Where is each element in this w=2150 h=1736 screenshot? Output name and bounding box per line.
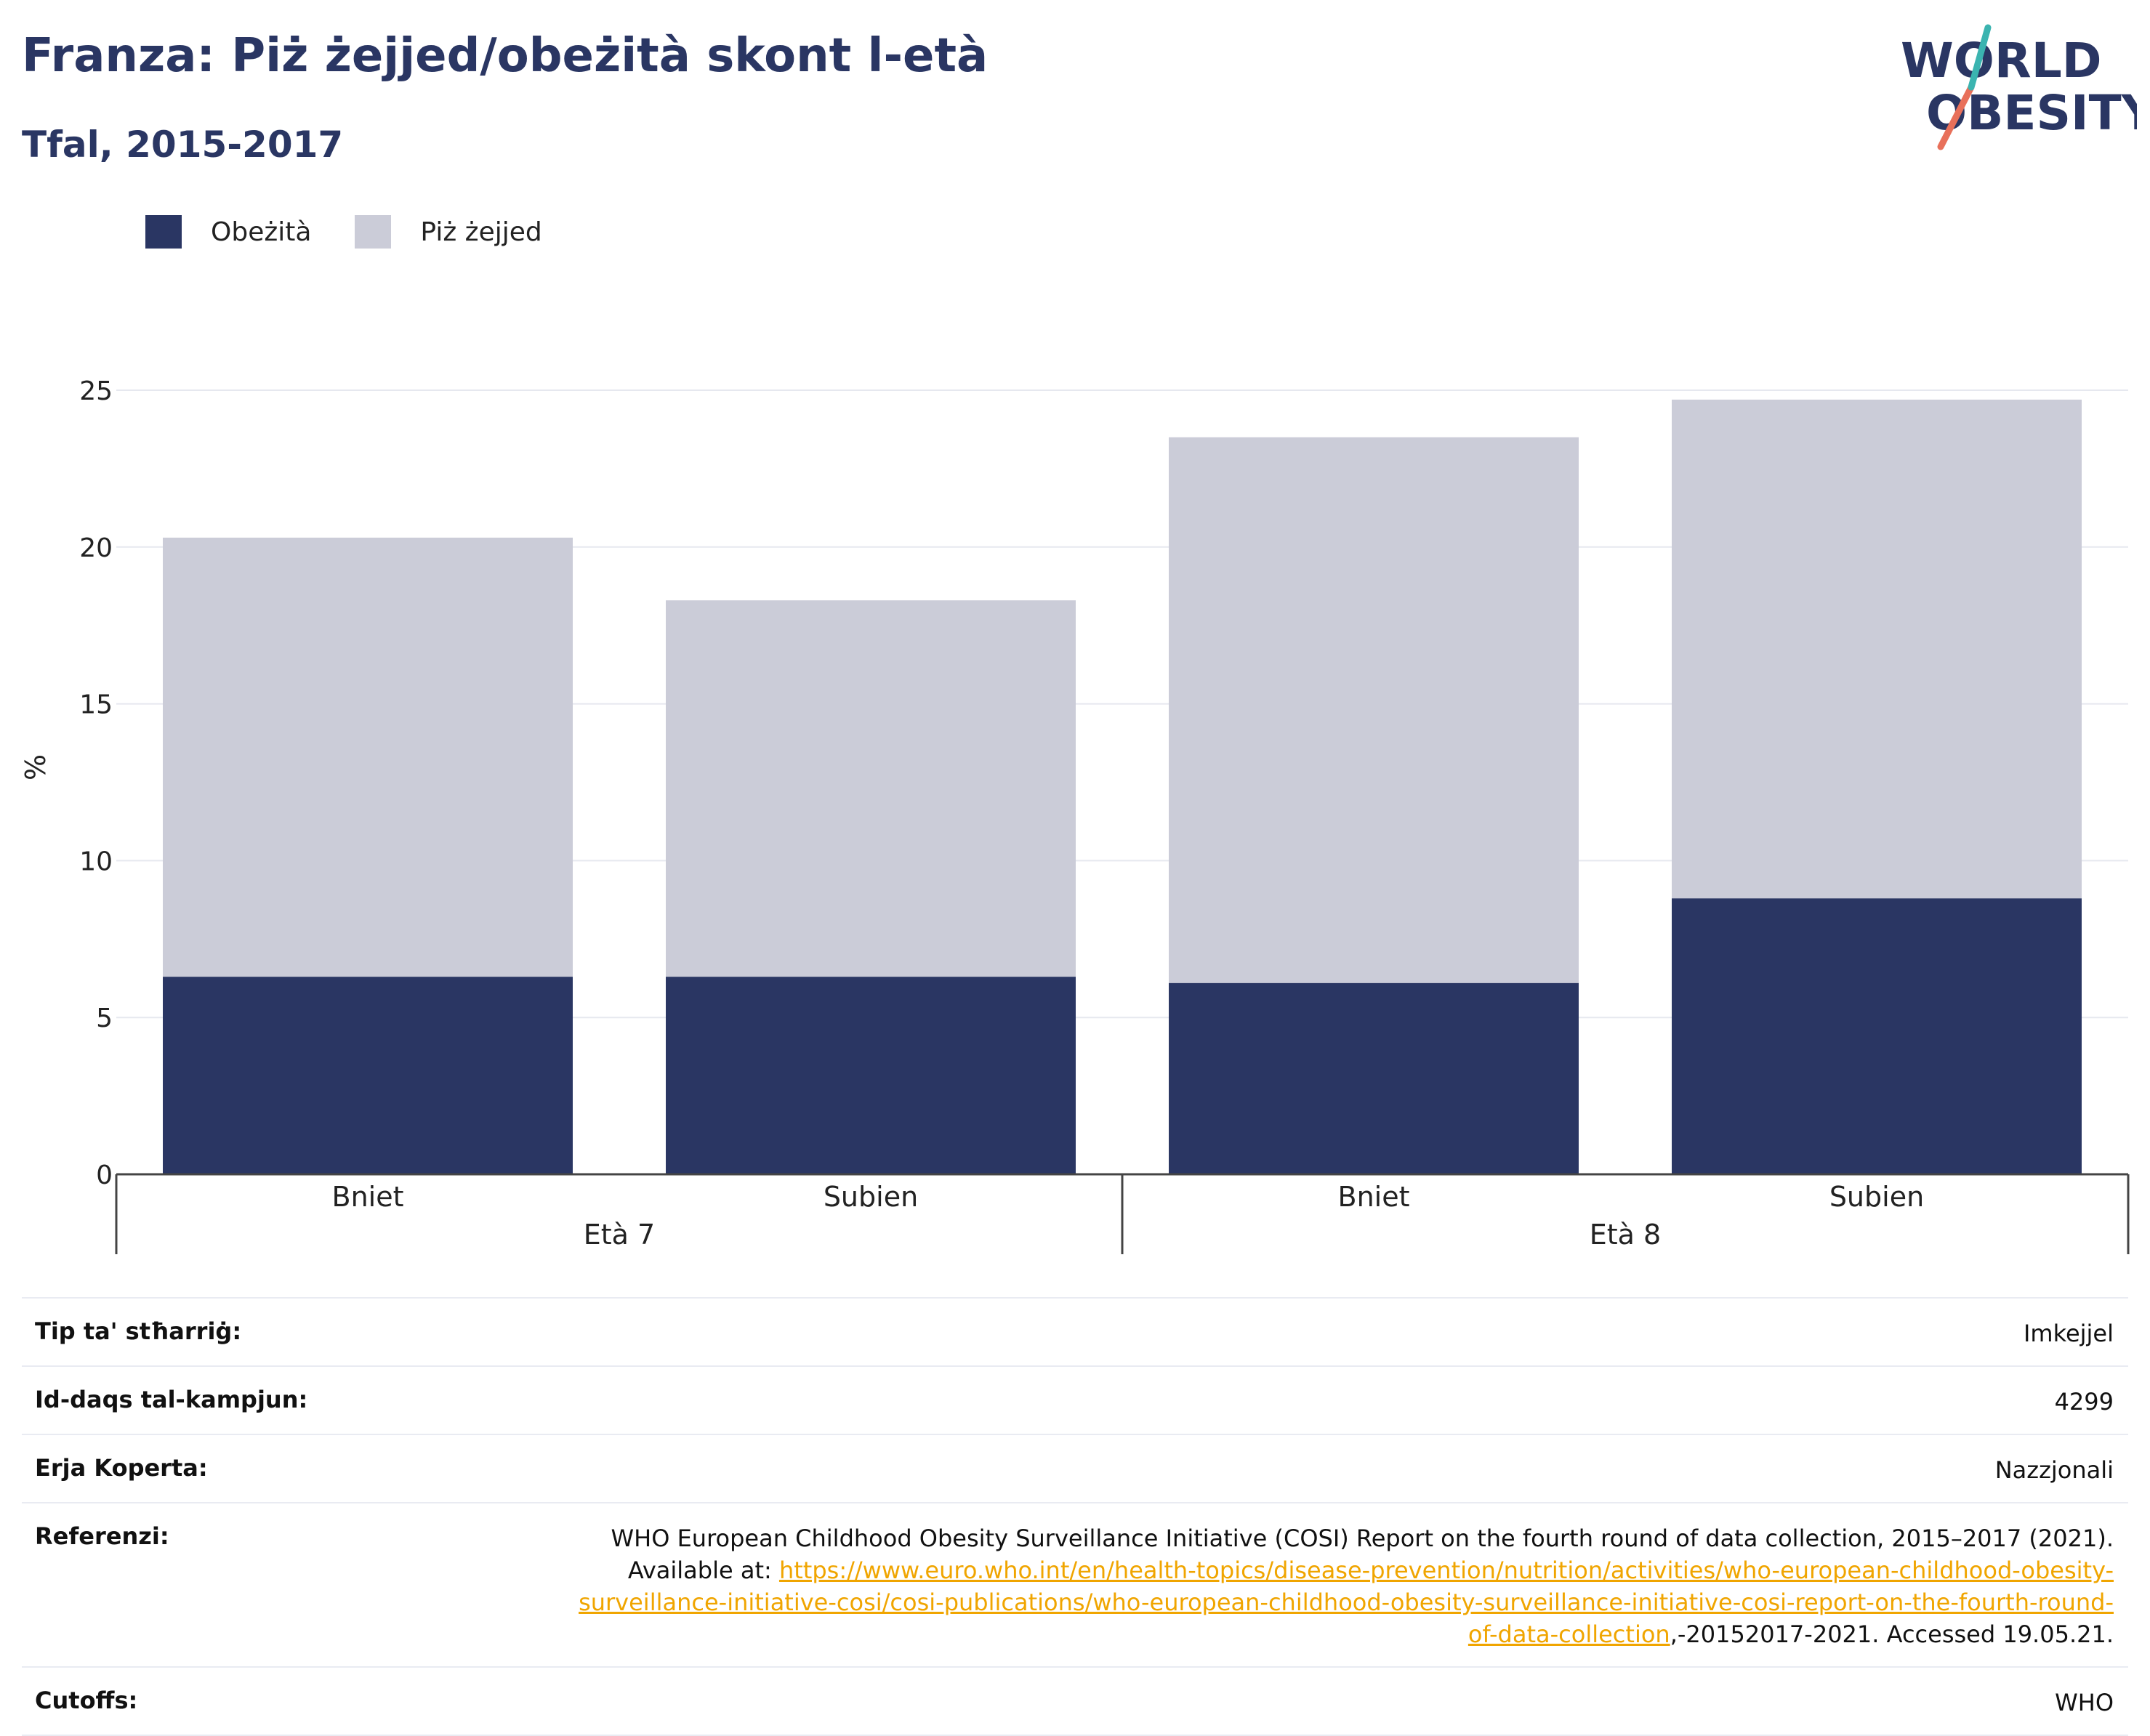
- y-tick-label: 0: [96, 1160, 113, 1190]
- bar-segment-overweight: [163, 537, 573, 977]
- legend-swatch-obesity: [145, 215, 182, 249]
- info-row-survey-type: Tip ta' stħarriġ: Imkejjel: [22, 1297, 2128, 1365]
- cutoffs-label: Cutoffs:: [35, 1687, 138, 1714]
- sample-size-label: Id-daqs tal-kampjun:: [35, 1386, 308, 1413]
- bar-segment-overweight: [666, 600, 1076, 977]
- logo-slash-coral: [1937, 84, 1975, 150]
- legend-item-obesity[interactable]: Obeżità: [145, 215, 311, 249]
- chart-axes: [115, 1173, 2130, 1254]
- references-accessed: ,-20152017-2021. Accessed 19.05.21.: [1670, 1620, 2114, 1648]
- info-row-coverage: Erja Koperta: Nazzjonali: [22, 1434, 2128, 1502]
- x-tick-label: Bniet: [332, 1181, 404, 1213]
- x-axis-labels: Bniet Subien Bniet Subien Età 7 Età 8: [332, 1181, 1925, 1251]
- chart-legend: Obeżità Piż żejjed: [145, 215, 586, 249]
- legend-item-overweight[interactable]: Piż żejjed: [355, 215, 542, 249]
- references-label: Referenzi:: [35, 1522, 169, 1550]
- x-tick-label: Subien: [824, 1181, 918, 1213]
- y-tick-label: 25: [79, 376, 113, 406]
- legend-label-obesity: Obeżità: [211, 217, 312, 247]
- bar-segment-obesity: [666, 977, 1076, 1174]
- x-tick-label: Bniet: [1338, 1181, 1410, 1213]
- bar-segment-overweight: [1672, 399, 2082, 899]
- y-axis-ticks: 0 5 10 15 20 25: [79, 376, 113, 1190]
- stacked-bar-chart: 0 5 10 15 20 25 % Bniet Subien Bniet Subien Età 7…: [20, 376, 2130, 1254]
- world-obesity-logo: WORLD OBESITY: [1901, 24, 2137, 150]
- sample-size-value: 4299: [2054, 1388, 2114, 1416]
- y-axis-label: %: [20, 754, 52, 780]
- x-tick-label: Subien: [1829, 1181, 1924, 1213]
- y-tick-label: 10: [79, 847, 113, 876]
- survey-type-label: Tip ta' stħarriġ:: [35, 1317, 242, 1345]
- references-link[interactable]: https://www.euro.who.int/en/health-topic…: [579, 1557, 2114, 1648]
- references-value: WHO European Childhood Obesity Surveilla…: [573, 1522, 2128, 1650]
- logo-line1: WORLD: [1901, 33, 2102, 89]
- bar-segment-overweight: [1169, 437, 1579, 983]
- logo-slash-teal: [1968, 24, 1992, 91]
- legend-swatch-overweight: [355, 215, 392, 249]
- info-table: Tip ta' stħarriġ: Imkejjel Id-daqs tal-k…: [22, 1297, 2128, 1736]
- legend-label-overweight: Piż żejjed: [420, 217, 542, 247]
- survey-type-value: Imkejjel: [2023, 1320, 2114, 1347]
- bar-segment-obesity: [163, 977, 573, 1174]
- chart-bars: [163, 399, 2082, 1174]
- info-row-cutoffs: Cutoffs: WHO: [22, 1666, 2128, 1736]
- page-title: Franza: Piż żejjed/obeżità skont l-età: [22, 29, 989, 83]
- x-group-label: Età 8: [1590, 1219, 1661, 1251]
- info-row-sample-size: Id-daqs tal-kampjun: 4299: [22, 1365, 2128, 1434]
- info-row-references: Referenzi: WHO European Childhood Obesit…: [22, 1502, 2128, 1666]
- y-tick-label: 5: [96, 1004, 113, 1033]
- bar-segment-obesity: [1672, 898, 2082, 1174]
- x-group-label: Età 7: [584, 1219, 655, 1251]
- coverage-value: Nazzjonali: [1994, 1456, 2114, 1484]
- coverage-label: Erja Koperta:: [35, 1454, 208, 1482]
- cutoffs-value: WHO: [2055, 1689, 2114, 1716]
- page-subtitle: Tfal, 2015-2017: [22, 124, 344, 166]
- references-text: WHO European Childhood Obesity Surveilla…: [611, 1525, 2114, 1584]
- y-tick-label: 20: [79, 533, 113, 563]
- bar-segment-obesity: [1169, 982, 1579, 1174]
- y-tick-label: 15: [79, 690, 113, 720]
